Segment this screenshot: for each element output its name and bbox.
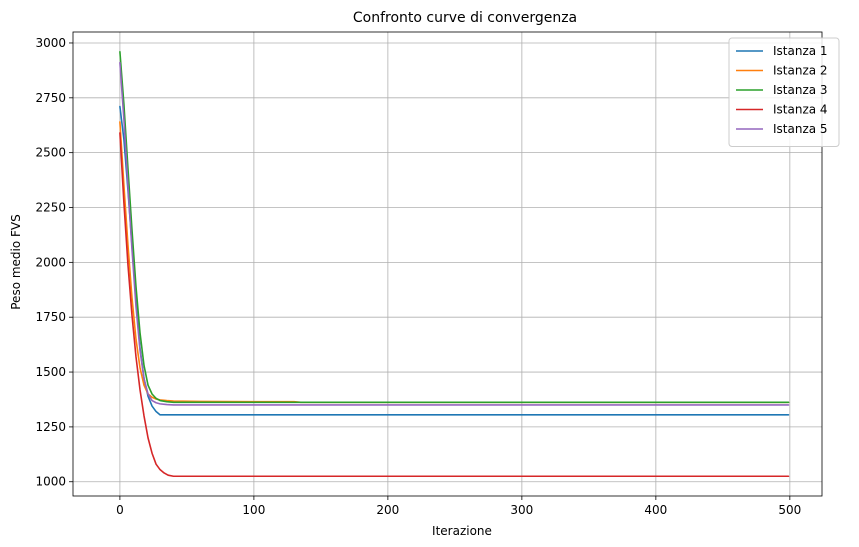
series-line-istanza-3 — [119, 50, 790, 404]
x-tick-label: 100 — [242, 503, 265, 517]
x-tick-label: 200 — [376, 503, 399, 517]
y-axis-ticks: 1000 1250 1500 1750 2000 2250 2500 2750 3000 — [35, 36, 73, 489]
x-axis-ticks: 0 100 200 300 400 500 — [116, 496, 801, 517]
chart-title: Confronto curve di convergenza — [353, 10, 577, 26]
legend: Istanza 1 Istanza 2 Istanza 3 Istanza 4 Ista… — [728, 37, 840, 147]
y-axis-title: Peso medio FVS — [9, 214, 23, 310]
y-tick-label: 1000 — [35, 475, 66, 489]
legend-label: Istanza 5 — [773, 122, 828, 136]
y-tick-label: 2000 — [35, 255, 66, 269]
grid — [73, 32, 822, 496]
legend-label: Istanza 2 — [773, 64, 828, 78]
x-tick-label: 300 — [510, 503, 533, 517]
series-line-istanza-4 — [119, 132, 790, 478]
legend-label: Istanza 1 — [773, 44, 828, 58]
y-tick-label: 1750 — [35, 310, 66, 324]
series-group — [119, 50, 790, 478]
y-tick-label: 1500 — [35, 365, 66, 379]
series-line-istanza-5 — [119, 61, 790, 406]
x-axis-title: Iterazione — [432, 524, 492, 538]
y-tick-label: 2250 — [35, 201, 66, 215]
legend-box — [728, 37, 840, 147]
y-tick-label: 2500 — [35, 146, 66, 160]
x-tick-label: 400 — [644, 503, 667, 517]
plot-frame — [72, 31, 823, 497]
legend-label: Istanza 4 — [773, 103, 828, 117]
x-tick-label: 0 — [116, 503, 124, 517]
legend-label: Istanza 3 — [773, 83, 828, 97]
y-tick-label: 1250 — [35, 420, 66, 434]
y-tick-label: 3000 — [35, 36, 66, 50]
y-tick-label: 2750 — [35, 91, 66, 105]
x-tick-label: 500 — [778, 503, 801, 517]
